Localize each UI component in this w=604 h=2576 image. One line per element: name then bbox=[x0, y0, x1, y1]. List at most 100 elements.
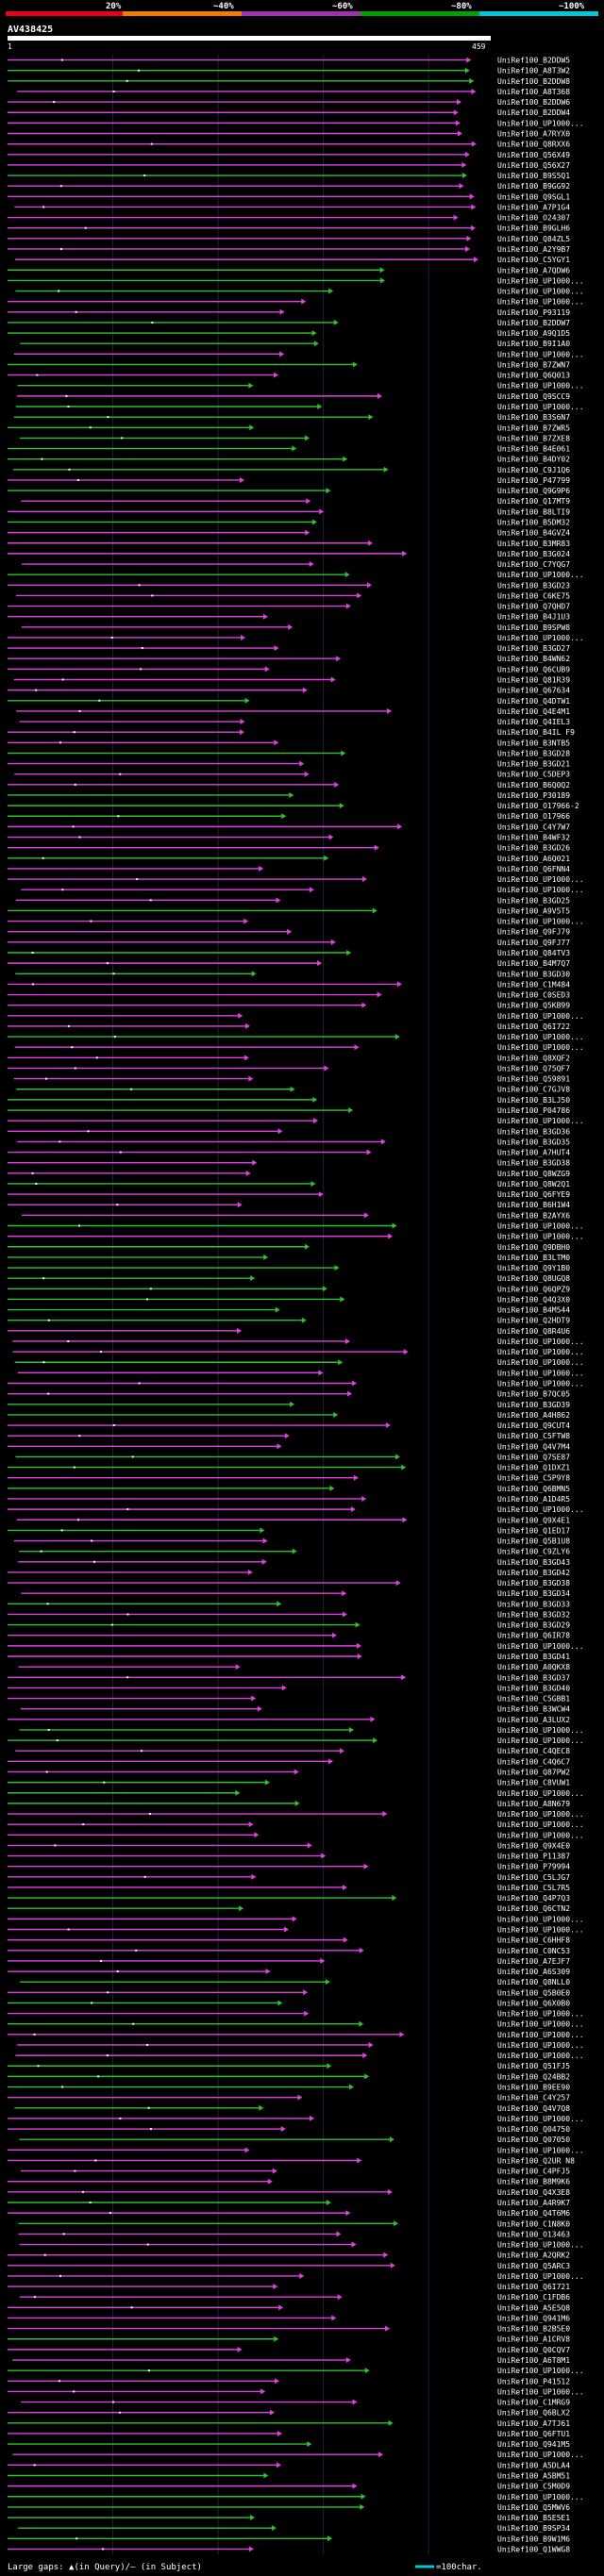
subject-label[interactable]: UniRef100_B3GD29 bbox=[497, 1621, 570, 1630]
subject-label[interactable]: UniRef100_A3LUX2 bbox=[497, 1716, 570, 1724]
subject-label[interactable]: UniRef100_P79994 bbox=[497, 1863, 570, 1871]
subject-label[interactable]: UniRef100_P11387 bbox=[497, 1853, 570, 1861]
subject-label[interactable]: UniRef100_Q6CUB9 bbox=[497, 665, 570, 673]
subject-label[interactable]: UniRef100_C8VUW1 bbox=[497, 1779, 570, 1787]
subject-label[interactable]: UniRef100_B3GD38 bbox=[497, 1579, 570, 1587]
subject-label[interactable]: UniRef100_B9W1M6 bbox=[497, 2534, 570, 2543]
subject-label[interactable]: UniRef100_A6Q021 bbox=[497, 855, 570, 863]
subject-label[interactable]: UniRef100_B3MR83 bbox=[497, 540, 570, 548]
subject-label[interactable]: UniRef100_C6HHF8 bbox=[497, 1936, 570, 1945]
subject-label[interactable]: UniRef100_Q1ED17 bbox=[497, 1526, 570, 1535]
subject-label[interactable]: UniRef100_B9GG92 bbox=[497, 182, 570, 191]
subject-label[interactable]: UniRef100_C5LJG7 bbox=[497, 1873, 570, 1882]
subject-label[interactable]: UniRef100_B4IL F9 bbox=[497, 728, 575, 737]
subject-label[interactable]: UniRef100_Q1DXZ1 bbox=[497, 1464, 570, 1472]
subject-label[interactable]: UniRef100_B9EE90 bbox=[497, 2084, 570, 2092]
subject-label[interactable]: UniRef100_Q2HDT9 bbox=[497, 1317, 570, 1325]
subject-label[interactable]: UniRef100_C7GJV8 bbox=[497, 1086, 570, 1094]
subject-label[interactable]: UniRef100_C5DEP3 bbox=[497, 771, 570, 779]
subject-label[interactable]: UniRef100_B4M7Q7 bbox=[497, 959, 570, 968]
subject-label[interactable]: UniRef100_Q5MWV6 bbox=[497, 2503, 570, 2512]
subject-label[interactable]: UniRef100_Q6FTU1 bbox=[497, 2430, 570, 2438]
subject-label[interactable]: UniRef100_Q6Q013 bbox=[497, 372, 570, 380]
subject-label[interactable]: UniRef100_UP1000... bbox=[497, 2052, 584, 2060]
subject-label[interactable]: UniRef100_C5FTW8 bbox=[497, 1432, 570, 1440]
subject-label[interactable]: UniRef100_B4DY02 bbox=[497, 456, 570, 464]
subject-label[interactable]: UniRef100_UP1000... bbox=[497, 875, 584, 884]
subject-label[interactable]: UniRef100_Q9FJ77 bbox=[497, 939, 570, 947]
subject-label[interactable]: UniRef100_Q9X4E1 bbox=[497, 1516, 570, 1524]
subject-label[interactable]: UniRef100_O17966 bbox=[497, 812, 570, 821]
subject-label[interactable]: UniRef100_B9SP34 bbox=[497, 2524, 570, 2533]
subject-label[interactable]: UniRef100_C4PFJ5 bbox=[497, 2168, 570, 2176]
subject-label[interactable]: UniRef100_Q9Y1B0 bbox=[497, 1264, 570, 1272]
subject-label[interactable]: UniRef100_Q8UGQ8 bbox=[497, 1274, 570, 1283]
subject-label[interactable]: UniRef100_A4R9K7 bbox=[497, 2199, 570, 2207]
subject-label[interactable]: UniRef100_UP1000... bbox=[497, 403, 584, 411]
subject-label[interactable]: UniRef100_Q0CQV7 bbox=[497, 2346, 570, 2354]
subject-label[interactable]: UniRef100_Q4T6M6 bbox=[497, 2209, 570, 2218]
subject-label[interactable]: UniRef100_UP1000... bbox=[497, 2451, 584, 2459]
subject-label[interactable]: UniRef100_Q84TV3 bbox=[497, 949, 570, 957]
subject-label[interactable]: UniRef100_A1CRV8 bbox=[497, 2335, 570, 2344]
subject-label[interactable]: UniRef100_B6H1W4 bbox=[497, 1201, 570, 1209]
subject-label[interactable]: UniRef100_B3G024 bbox=[497, 550, 570, 558]
subject-label[interactable]: UniRef100_UP1000... bbox=[497, 1915, 584, 1923]
subject-label[interactable]: UniRef100_P04786 bbox=[497, 1106, 570, 1115]
subject-label[interactable]: UniRef100_P41512 bbox=[497, 2377, 570, 2385]
subject-label[interactable]: UniRef100_Q8W2Q1 bbox=[497, 1180, 570, 1188]
subject-label[interactable]: UniRef100_UP1000... bbox=[497, 571, 584, 579]
subject-label[interactable]: UniRef100_B2DDW4 bbox=[497, 108, 570, 117]
subject-label[interactable]: UniRef100_Q4IEL3 bbox=[497, 718, 570, 726]
subject-label[interactable]: UniRef100_Q56X27 bbox=[497, 161, 570, 170]
subject-label[interactable]: UniRef100_A7TJ61 bbox=[497, 2419, 570, 2428]
subject-label[interactable]: UniRef100_Q2UR N8 bbox=[497, 2156, 575, 2165]
subject-label[interactable]: UniRef100_Q6BLX2 bbox=[497, 2409, 570, 2418]
subject-label[interactable]: UniRef100_Q7SE87 bbox=[497, 1453, 570, 1461]
subject-label[interactable]: UniRef100_UP1000... bbox=[497, 2272, 584, 2281]
subject-label[interactable]: UniRef100_B2AYX6 bbox=[497, 1211, 570, 1220]
subject-label[interactable]: UniRef100_UP1000... bbox=[497, 119, 584, 127]
subject-label[interactable]: UniRef100_Q87PW2 bbox=[497, 1768, 570, 1776]
subject-label[interactable]: UniRef100_Q6BMN5 bbox=[497, 1485, 570, 1493]
subject-label[interactable]: UniRef100_B3GD36 bbox=[497, 1127, 570, 1136]
subject-label[interactable]: UniRef100_UP1000... bbox=[497, 288, 584, 296]
subject-label[interactable]: UniRef100_C1M484 bbox=[497, 980, 570, 989]
subject-label[interactable]: UniRef100_A7RYX0 bbox=[497, 130, 570, 139]
subject-label[interactable]: UniRef100_UP1000... bbox=[497, 2010, 584, 2019]
subject-label[interactable]: UniRef100_UP1000... bbox=[497, 1117, 584, 1125]
subject-label[interactable]: UniRef100_Q67634 bbox=[497, 687, 570, 695]
subject-label[interactable]: UniRef100_A8N679 bbox=[497, 1800, 570, 1808]
subject-label[interactable]: UniRef100_B2DDW8 bbox=[497, 77, 570, 86]
subject-label[interactable]: UniRef100_P47799 bbox=[497, 476, 570, 485]
subject-label[interactable]: UniRef100_B3GD28 bbox=[497, 749, 570, 757]
subject-label[interactable]: UniRef100_B2DDW5 bbox=[497, 57, 570, 65]
subject-label[interactable]: UniRef100_B7QC05 bbox=[497, 1390, 570, 1399]
subject-label[interactable]: UniRef100_A8T3W2 bbox=[497, 67, 570, 75]
subject-label[interactable]: UniRef100_Q59891 bbox=[497, 1075, 570, 1084]
subject-label[interactable]: UniRef100_Q941M5 bbox=[497, 2440, 570, 2449]
subject-label[interactable]: UniRef100_UP1000... bbox=[497, 382, 584, 391]
subject-label[interactable]: UniRef100_UP1000... bbox=[497, 918, 584, 926]
subject-label[interactable]: UniRef100_C5GBB1 bbox=[497, 1695, 570, 1703]
subject-label[interactable]: UniRef100_Q75QF7 bbox=[497, 1064, 570, 1072]
subject-label[interactable]: UniRef100_Q84ZL5 bbox=[497, 235, 570, 243]
subject-label[interactable]: UniRef100_UP1000... bbox=[497, 1348, 584, 1356]
subject-label[interactable]: UniRef100_UP1000... bbox=[497, 2241, 584, 2250]
subject-label[interactable]: UniRef100_C9ZLY6 bbox=[497, 1548, 570, 1556]
subject-label[interactable]: UniRef100_UP1000... bbox=[497, 1820, 584, 1829]
subject-label[interactable]: UniRef100_B3GD37 bbox=[497, 1673, 570, 1682]
subject-label[interactable]: UniRef100_B5E5E1 bbox=[497, 2514, 570, 2522]
subject-label[interactable]: UniRef100_UP1000... bbox=[497, 1369, 584, 1377]
subject-label[interactable]: UniRef100_B4M544 bbox=[497, 1306, 570, 1315]
subject-label[interactable]: UniRef100_A7QDW6 bbox=[497, 266, 570, 274]
subject-label[interactable]: UniRef100_B3GD43 bbox=[497, 1558, 570, 1567]
subject-label[interactable]: UniRef100_B9GLH6 bbox=[497, 224, 570, 233]
subject-label[interactable]: UniRef100_A2Y9B7 bbox=[497, 245, 570, 254]
subject-label[interactable]: UniRef100_O24307 bbox=[497, 214, 570, 223]
subject-label[interactable]: UniRef100_B9S5Q1 bbox=[497, 172, 570, 180]
subject-label[interactable]: UniRef100_B3GD23 bbox=[497, 581, 570, 590]
subject-label[interactable]: UniRef100_B3S6N7 bbox=[497, 413, 570, 422]
subject-label[interactable]: UniRef100_UP1000... bbox=[497, 2387, 584, 2396]
subject-label[interactable]: UniRef100_B4WF32 bbox=[497, 834, 570, 842]
